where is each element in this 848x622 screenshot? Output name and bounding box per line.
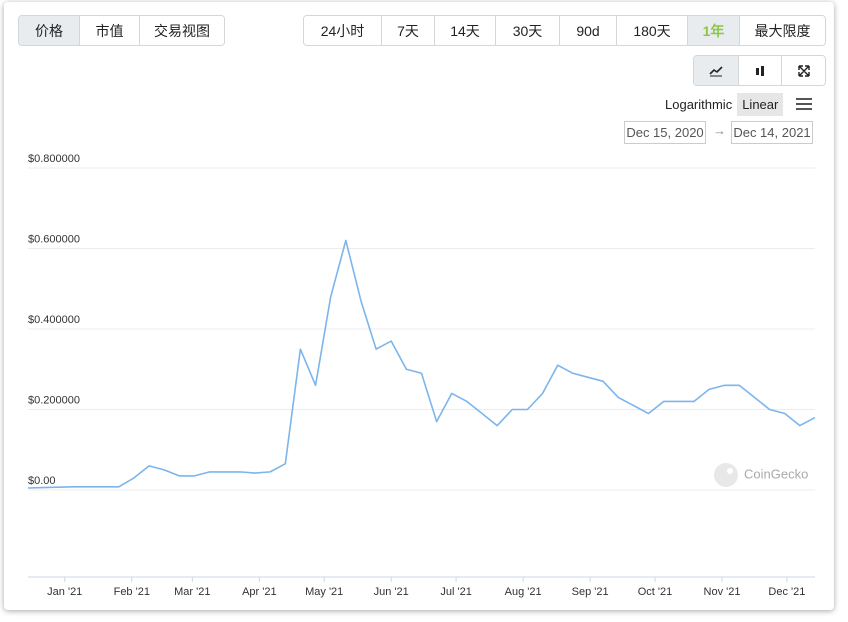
x-tick-label: Mar '21 bbox=[174, 586, 210, 598]
fullscreen-button[interactable] bbox=[781, 56, 825, 85]
y-tick-label: $0.400000 bbox=[28, 314, 80, 326]
period-group: 24小时 7天 14天 30天 90d 180天 1年 最大限度 bbox=[303, 15, 826, 46]
period[interactable]: 24小时 bbox=[304, 16, 381, 45]
period[interactable]: 14天 bbox=[434, 16, 495, 45]
x-tick-label: Dec '21 bbox=[768, 586, 805, 598]
chart-card bbox=[4, 2, 834, 610]
period[interactable]: 最大限度 bbox=[739, 16, 825, 45]
candle-view-button[interactable] bbox=[738, 56, 781, 85]
tab-group: 价格 市值 交易视图 bbox=[18, 15, 225, 46]
icon bbox=[797, 64, 810, 77]
icon bbox=[709, 65, 723, 76]
period[interactable]: 1年 bbox=[687, 16, 739, 45]
watermark-logo bbox=[714, 463, 738, 487]
arrow: → bbox=[713, 123, 726, 138]
x-tick-label: Jan '21 bbox=[47, 586, 82, 598]
tab[interactable]: 市值 bbox=[79, 16, 139, 45]
period[interactable]: 7天 bbox=[381, 16, 434, 45]
watermark-logo bbox=[727, 468, 733, 474]
date-input[interactable]: Dec 14, 2021 bbox=[731, 121, 813, 144]
line-view-button[interactable] bbox=[694, 56, 738, 85]
date-input[interactable]: Dec 15, 2020 bbox=[624, 121, 706, 144]
x-tick-label: Apr '21 bbox=[242, 586, 277, 598]
scale-option[interactable]: Linear bbox=[737, 93, 784, 116]
scale-toggle: Logarithmic Linear bbox=[660, 93, 784, 116]
period[interactable]: 180天 bbox=[616, 16, 687, 45]
x-tick-label: Feb '21 bbox=[114, 586, 150, 598]
x-tick-label: Jul '21 bbox=[440, 586, 471, 598]
y-tick-label: $0.600000 bbox=[28, 233, 80, 245]
x-tick-label: Sep '21 bbox=[572, 586, 609, 598]
scale-option[interactable]: Logarithmic bbox=[665, 97, 733, 112]
menu-icon[interactable] bbox=[796, 97, 812, 111]
x-tick-label: May '21 bbox=[305, 586, 343, 598]
x-tick-label: Nov '21 bbox=[704, 586, 741, 598]
y-tick-label: $0.200000 bbox=[28, 394, 80, 406]
watermark: CoinGecko bbox=[744, 466, 808, 481]
x-tick-label: Oct '21 bbox=[638, 586, 673, 598]
x-tick-label: Aug '21 bbox=[505, 586, 542, 598]
tab[interactable]: 交易视图 bbox=[139, 16, 224, 45]
price-line bbox=[27, 239, 816, 489]
period[interactable]: 90d bbox=[559, 16, 616, 45]
x-tick-label: Jun '21 bbox=[374, 586, 409, 598]
tab[interactable]: 价格 bbox=[19, 16, 79, 45]
y-tick-label: $0.00 bbox=[28, 475, 56, 487]
y-tick-label: $0.800000 bbox=[28, 153, 80, 165]
period[interactable]: 30天 bbox=[495, 16, 559, 45]
view-group bbox=[693, 55, 826, 86]
icon bbox=[756, 65, 764, 76]
